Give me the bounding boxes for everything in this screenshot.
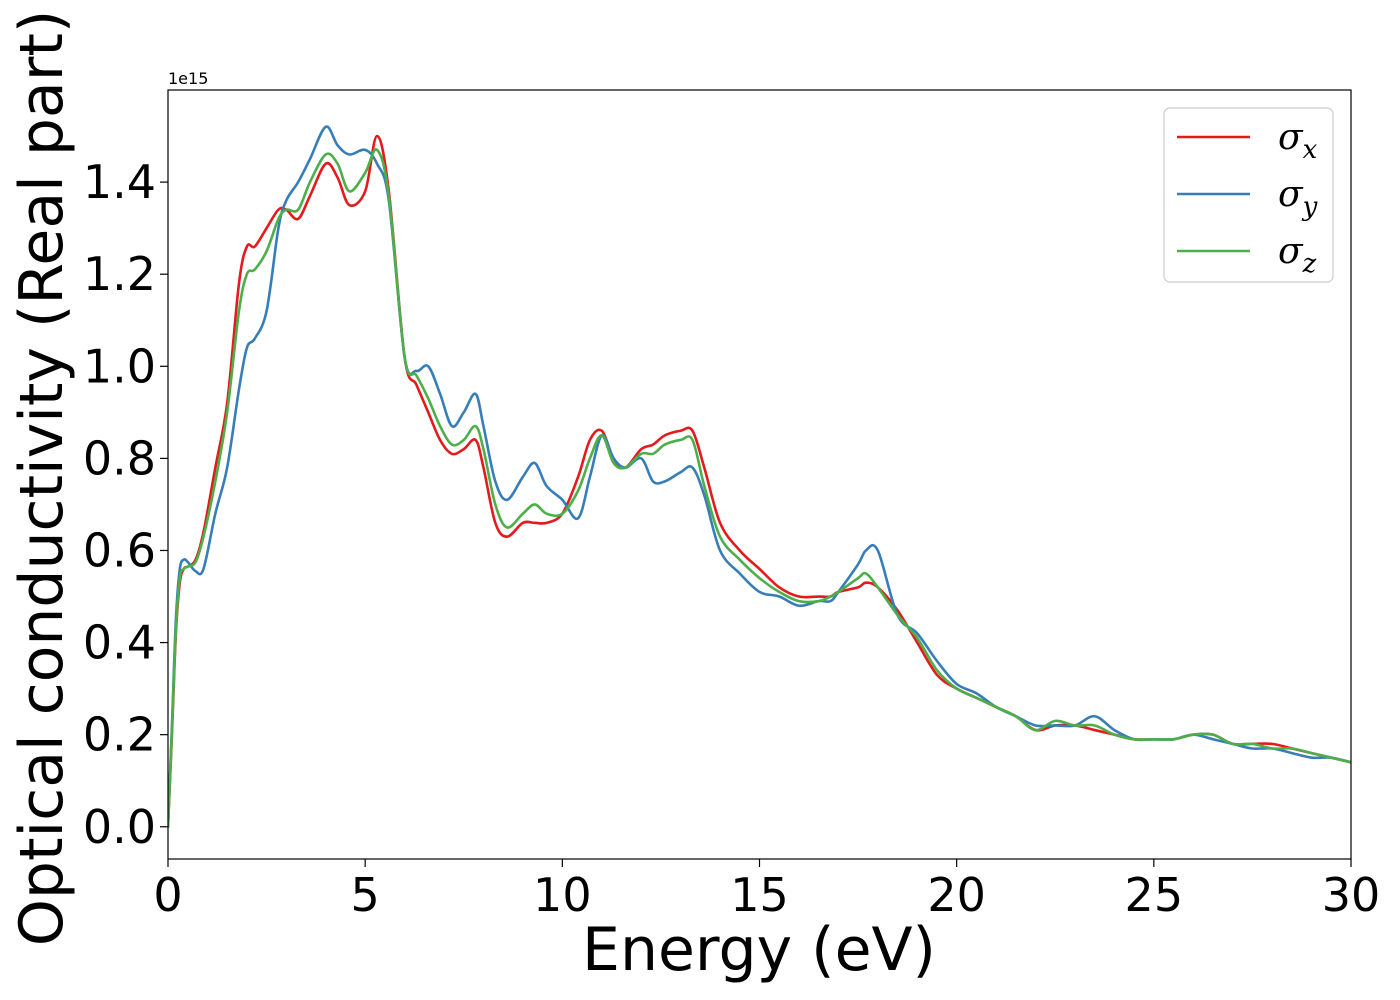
legend-symbol: σ [1278, 231, 1304, 272]
x-tick-label: 5 [351, 868, 380, 922]
y-tick-label: 0.8 [83, 431, 156, 485]
series-line-z [168, 148, 1351, 829]
x-tick-label: 0 [153, 868, 182, 922]
legend-label-z: σz [1278, 231, 1317, 279]
y-tick-label: 0.6 [83, 523, 156, 577]
legend-subscript: x [1303, 135, 1318, 165]
y-tick-label: 0.0 [83, 800, 156, 854]
y-tick-label: 0.4 [83, 616, 156, 670]
legend-subscript: y [1302, 192, 1318, 222]
y-tick-label: 1.4 [83, 155, 156, 209]
x-axis-label: Energy (eV) [582, 915, 936, 985]
x-tick-label: 10 [533, 868, 592, 922]
x-tick-label: 20 [927, 868, 986, 922]
y-axis-ticks: 0.0 0.2 0.4 0.6 0.8 1.0 1.2 1.4 [83, 155, 168, 854]
plot-area [168, 125, 1351, 829]
legend-subscript: z [1302, 249, 1317, 279]
y-axis-label: Optical conductivity (Real part) [7, 10, 77, 947]
x-tick-label: 30 [1322, 868, 1381, 922]
x-tick-label: 15 [730, 868, 789, 922]
legend-symbol: σ [1278, 174, 1304, 215]
y-tick-label: 1.2 [83, 247, 156, 301]
legend-label-y: σy [1278, 174, 1318, 222]
y-offset-label: 1e15 [168, 69, 208, 88]
legend-label-x: σx [1278, 117, 1318, 165]
x-axis-ticks: 0 5 10 15 20 25 30 [153, 859, 1380, 922]
x-tick-label: 25 [1125, 868, 1184, 922]
y-tick-label: 0.2 [83, 708, 156, 762]
legend-symbol: σ [1278, 117, 1304, 158]
y-tick-label: 1.0 [83, 339, 156, 393]
